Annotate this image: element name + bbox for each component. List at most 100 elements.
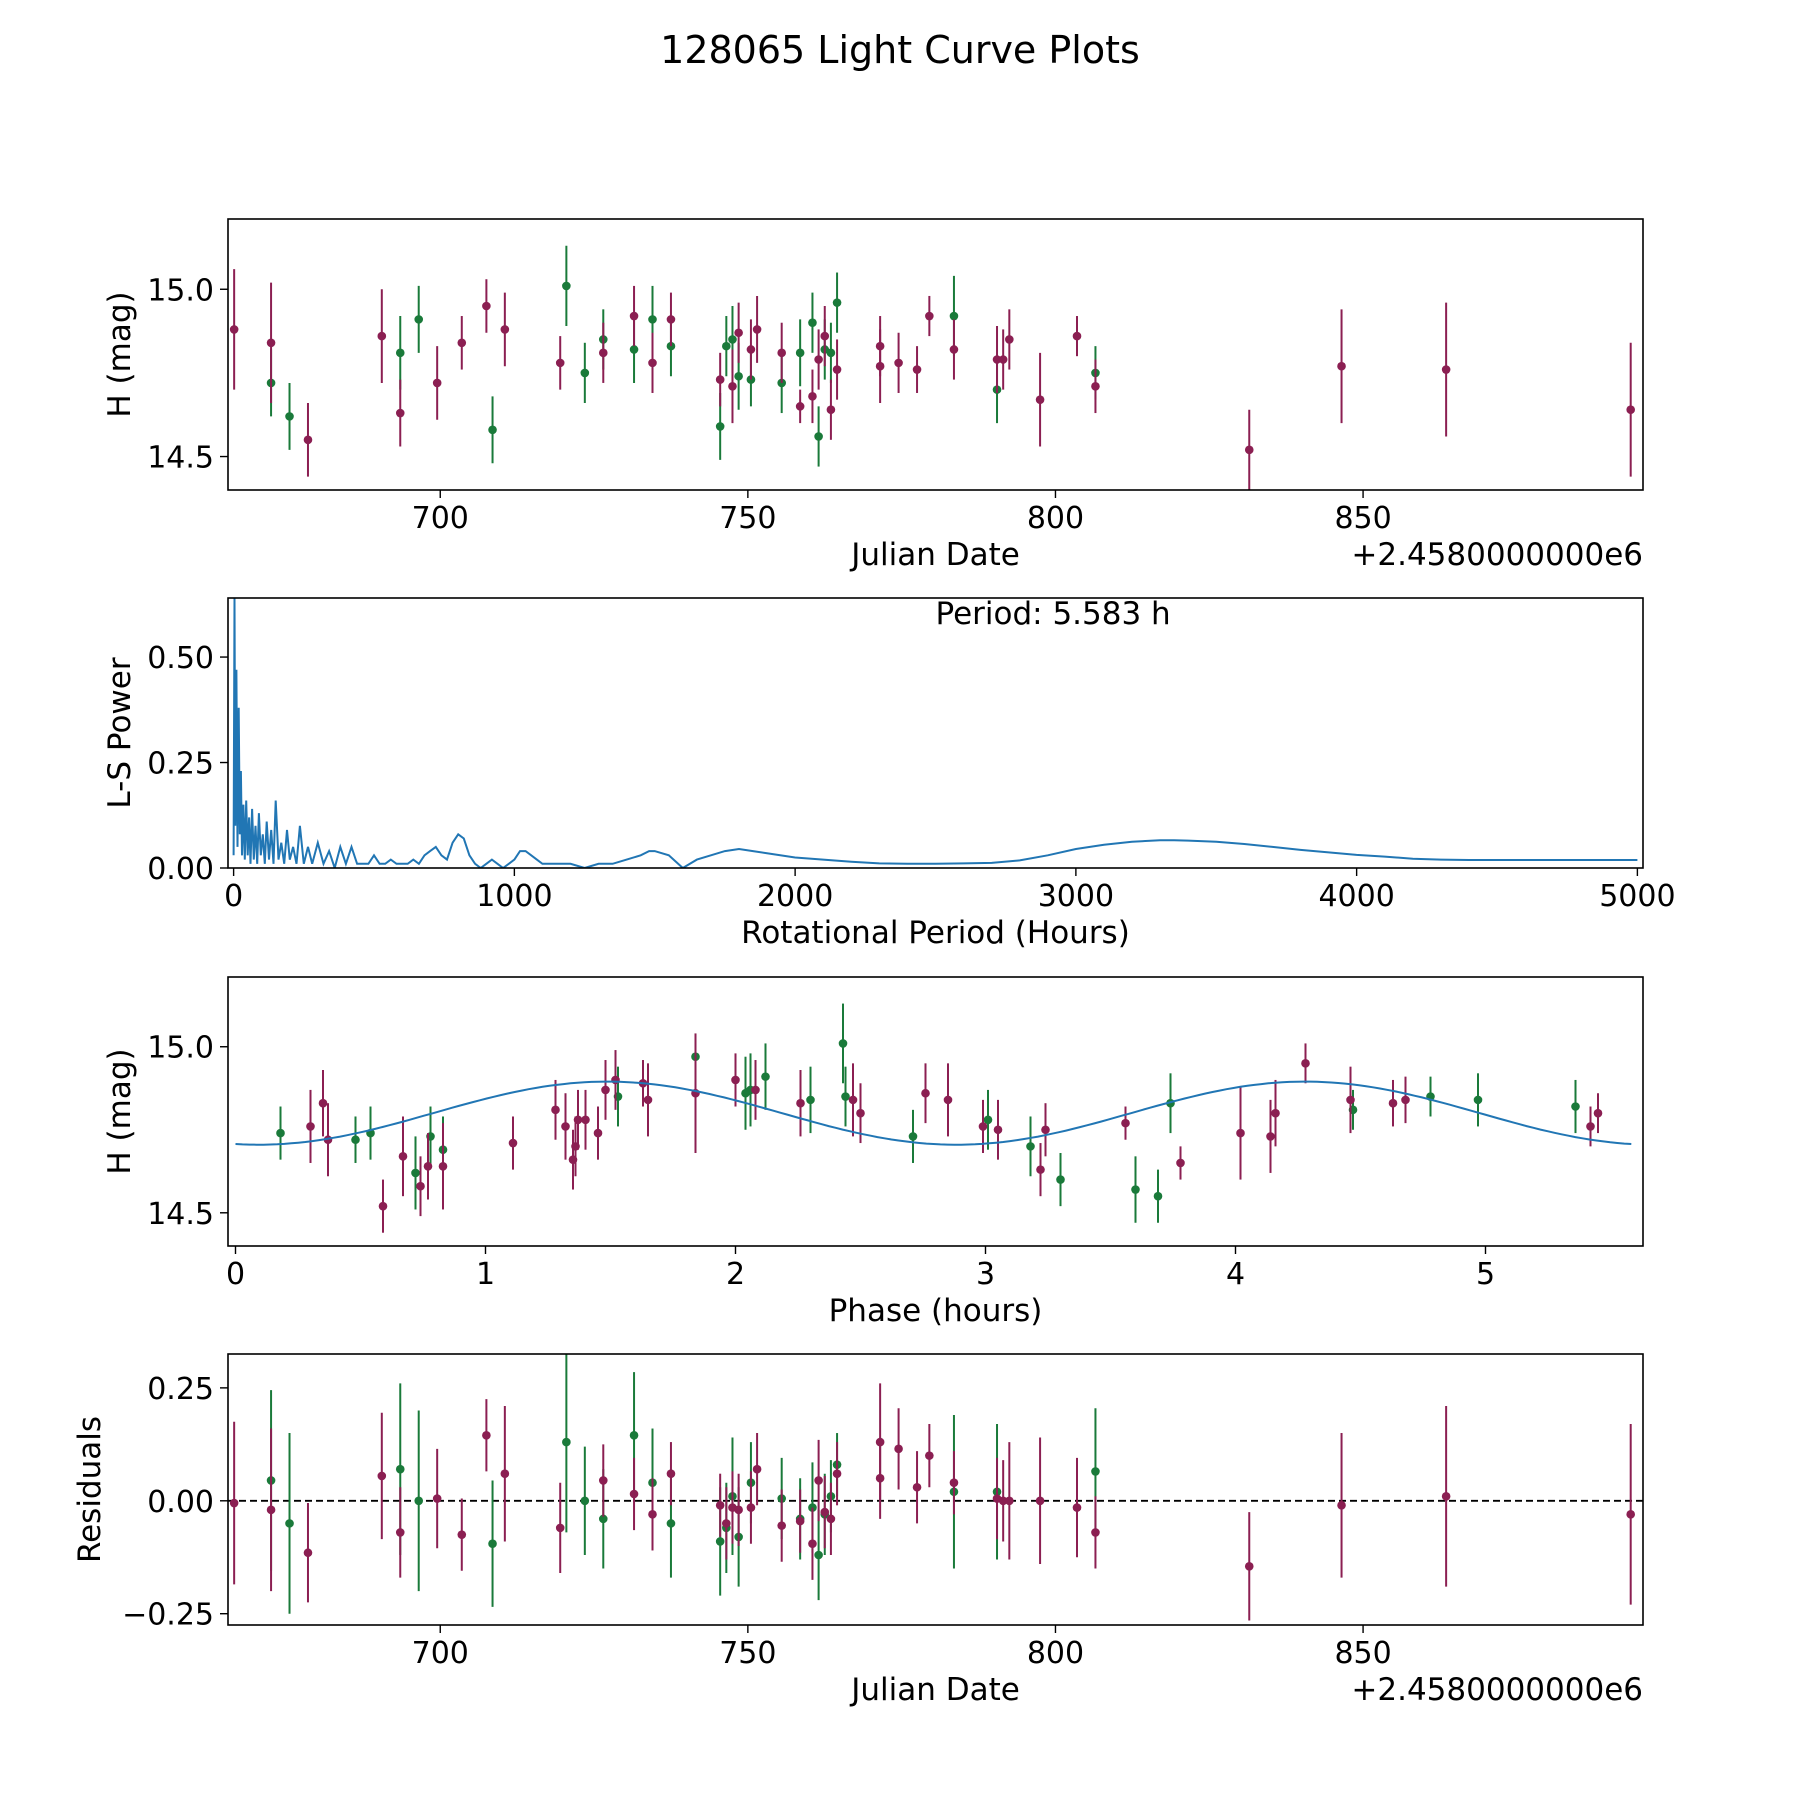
lightcurve-point-g-9 (648, 315, 657, 324)
phase-point-r-0 (306, 1122, 315, 1131)
lightcurve-point-r-29 (912, 365, 922, 374)
residuals-point-r-30 (912, 1482, 922, 1492)
phase-point-r-34 (1236, 1128, 1245, 1138)
lightcurve-point-r-22 (814, 355, 823, 364)
lightcurve-point-r-0 (229, 325, 239, 334)
phase-point-r-27 (943, 1095, 953, 1105)
phase-point-r-35 (1266, 1132, 1275, 1141)
residuals-point-r-10 (598, 1476, 608, 1485)
lightcurve-axes-frame (227, 218, 1644, 491)
phase-point-r-21 (731, 1075, 740, 1085)
residuals-point-r-32 (949, 1478, 959, 1488)
residuals-point-r-18 (746, 1503, 756, 1512)
residuals-point-r-1 (266, 1505, 276, 1515)
residuals-point-r-4 (395, 1528, 405, 1537)
phase-axes-frame (227, 976, 1644, 1247)
lightcurve-point-r-33 (998, 355, 1008, 364)
residuals-ytick-label-1: 0.00 (147, 1485, 214, 1520)
residuals-point-r-13 (666, 1469, 676, 1478)
residuals-point-g-10 (666, 1519, 676, 1528)
lightcurve-point-r-23 (820, 331, 830, 341)
lightcurve-point-r-31 (949, 345, 959, 354)
lightcurve-point-g-1 (285, 412, 294, 421)
phase-point-r-9 (551, 1105, 560, 1115)
lightcurve-point-g-8 (629, 345, 639, 354)
periodogram-axes-frame (227, 597, 1644, 869)
residuals-point-r-29 (894, 1444, 903, 1454)
lightcurve-ytick-label-1: 15.0 (147, 273, 214, 308)
residuals-point-r-15 (722, 1519, 731, 1528)
phase-point-r-24 (856, 1108, 865, 1118)
phase-point-g-18 (1131, 1185, 1140, 1194)
residuals-ytick-label-0: −0.25 (122, 1598, 214, 1633)
residuals-point-r-36 (1035, 1496, 1045, 1506)
residuals-point-r-8 (500, 1469, 510, 1478)
residuals-point-r-35 (1005, 1496, 1014, 1506)
lightcurve-point-r-19 (777, 348, 786, 358)
residuals-point-r-41 (1441, 1491, 1451, 1501)
residuals-point-g-11 (715, 1537, 725, 1546)
lightcurve-xtick-label-2: 800 (1027, 501, 1084, 536)
phase-point-r-1 (318, 1098, 328, 1108)
phase-point-r-33 (1176, 1158, 1185, 1168)
residuals-ytick-label-2: 0.25 (147, 1372, 214, 1407)
residuals-xtick-label-2: 800 (1027, 1636, 1084, 1671)
lightcurve-point-r-21 (808, 392, 817, 401)
lightcurve-point-r-11 (629, 311, 639, 321)
lightcurve-point-g-18 (808, 318, 817, 328)
phase-point-r-3 (378, 1201, 388, 1211)
residuals-point-r-0 (229, 1498, 239, 1508)
lightcurve-point-g-13 (728, 335, 737, 344)
periodogram-ytick-label-2: 0.50 (147, 641, 214, 676)
lightcurve-point-r-9 (555, 358, 565, 368)
periodogram-ylabel: L-S Power (102, 657, 138, 808)
lightcurve-point-r-1 (266, 338, 276, 348)
periodogram-xtick-label-1: 1000 (476, 879, 552, 914)
phase-point-r-6 (423, 1161, 433, 1171)
periodogram-xlabel: Rotational Period (Hours) (741, 915, 1130, 951)
phase-model-curve (235, 1080, 1632, 1146)
phase-ytick-label-0: 14.5 (147, 1197, 214, 1232)
lightcurve-point-g-5 (562, 281, 571, 291)
phase-point-g-0 (276, 1128, 285, 1138)
phase-point-g-23 (1473, 1095, 1483, 1105)
periodogram-xtick-label-2: 2000 (757, 879, 833, 914)
residuals-offset-text: +2.4580000000e6 (1351, 1672, 1643, 1708)
lightcurve-point-r-13 (666, 315, 676, 324)
residuals-point-r-38 (1091, 1528, 1100, 1537)
residuals-point-g-3 (414, 1496, 424, 1506)
phase-point-r-15 (593, 1128, 603, 1138)
phase-ytick-label-1: 15.0 (147, 1031, 214, 1066)
residuals-point-r-37 (1072, 1503, 1082, 1512)
lightcurve-xlabel: Julian Date (849, 537, 1020, 573)
lightcurve-point-r-2 (303, 435, 313, 445)
residuals-point-r-28 (875, 1473, 885, 1483)
lightcurve-point-r-6 (457, 338, 467, 348)
lightcurve-xtick-label-1: 750 (719, 501, 776, 536)
residuals-point-g-2 (395, 1464, 405, 1474)
residuals-point-r-11 (629, 1489, 639, 1499)
residuals-point-r-14 (715, 1501, 725, 1510)
periodogram-ytick-label-1: 0.25 (147, 747, 214, 782)
residuals-point-g-4 (488, 1539, 497, 1548)
phase-point-r-28 (978, 1122, 988, 1131)
lightcurve-point-g-22 (832, 298, 842, 307)
phase-point-r-31 (1041, 1125, 1050, 1135)
phase-point-g-10 (761, 1072, 770, 1081)
residuals-xtick-label-1: 750 (719, 1636, 776, 1671)
residuals-point-r-20 (777, 1521, 786, 1530)
lightcurve-point-r-16 (734, 328, 743, 338)
lightcurve-point-r-34 (1005, 335, 1014, 344)
lightcurve-point-r-12 (648, 358, 657, 368)
phase-xtick-label-5: 5 (1476, 1257, 1495, 1292)
residuals-point-g-5 (562, 1437, 571, 1447)
phase-point-g-24 (1571, 1102, 1580, 1111)
phase-point-r-16 (601, 1085, 610, 1095)
phase-point-r-36 (1271, 1108, 1280, 1118)
phase-point-r-40 (1401, 1095, 1410, 1105)
period-annotation: Period: 5.583 h (936, 596, 1171, 632)
lightcurve-point-r-20 (795, 402, 805, 411)
lightcurve-point-r-35 (1035, 395, 1045, 404)
residuals-point-r-34 (998, 1496, 1008, 1506)
phase-point-r-26 (921, 1088, 930, 1098)
